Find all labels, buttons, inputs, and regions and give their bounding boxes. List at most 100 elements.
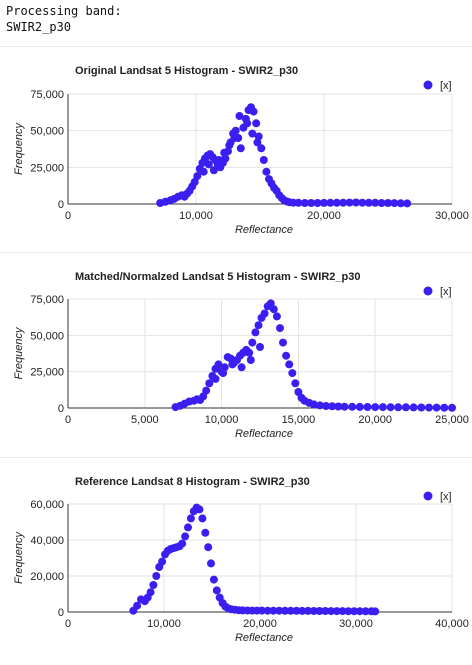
y-axis-label: Frequency [13,122,25,175]
divider [0,252,472,253]
chart-panel-original: Original Landsat 5 Histogram - SWIR2_p30… [0,48,472,254]
legend-label: [x] [440,491,452,503]
data-point [196,505,204,513]
data-point [255,321,263,329]
band-name: SWIR2_p30 [6,19,122,35]
data-point [210,576,218,584]
data-point [433,404,441,412]
y-tick-label: 40,000 [30,535,64,547]
data-point [261,310,269,318]
x-tick-label: 20,000 [307,210,341,222]
chart-panel-matched: Matched/Normalzed Landsat 5 Histogram - … [0,254,472,460]
data-point [228,360,236,368]
data-point [282,352,290,360]
data-point [248,130,256,138]
x-axis-label: Reflectance [235,224,293,236]
data-point [379,403,387,411]
data-point [178,540,186,548]
data-point [232,127,240,135]
data-point [225,141,233,149]
x-axis-label: Reflectance [235,632,293,644]
x-tick-label: 15,000 [282,414,316,426]
chart-title: Original Landsat 5 Histogram - SWIR2_p30 [75,65,298,77]
data-point [253,138,261,146]
x-axis-label: Reflectance [235,428,293,440]
y-tick-label: 0 [58,403,64,415]
y-tick-label: 25,000 [30,162,64,174]
data-point [402,403,410,411]
legend-marker [424,81,433,90]
data-point [210,166,218,174]
x-tick-label: 0 [65,618,71,630]
y-axis-label: Frequency [13,326,25,379]
data-point [273,312,281,320]
data-point [270,305,278,313]
data-point [288,369,296,377]
data-point [260,156,268,164]
data-point [207,559,215,567]
data-point [181,532,189,540]
data-point [291,379,299,387]
data-point [220,149,228,157]
legend: [x] [424,286,452,298]
y-tick-label: 60,000 [30,499,64,511]
divider [0,457,472,458]
data-point [201,529,209,537]
data-point [356,403,364,411]
chart-matched-histogram: Matched/Normalzed Landsat 5 Histogram - … [0,254,472,460]
data-point [200,168,208,176]
chart-title: Reference Landsat 8 Histogram - SWIR2_p3… [75,476,310,488]
data-point [202,387,210,395]
chart-reference-histogram: Reference Landsat 8 Histogram - SWIR2_p3… [0,459,472,665]
processing-header: Processing band: SWIR2_p30 [6,3,122,35]
legend-marker [424,287,433,296]
data-point [215,156,223,164]
data-point [198,514,206,522]
data-point [285,360,293,368]
x-tick-label: 30,000 [435,210,469,222]
data-point [149,581,157,589]
y-tick-label: 20,000 [30,571,64,583]
x-tick-label: 10,000 [179,210,213,222]
x-tick-label: 20,000 [358,414,392,426]
y-tick-label: 0 [58,199,64,211]
data-point [147,588,155,596]
x-tick-label: 0 [65,210,71,222]
x-tick-label: 10,000 [147,618,181,630]
data-point [252,119,260,127]
data-point [371,403,379,411]
chart-panel-reference: Reference Landsat 8 Histogram - SWIR2_p3… [0,459,472,665]
y-tick-label: 75,000 [30,89,64,101]
data-point [440,404,448,412]
data-point [250,108,258,116]
data-point [213,586,221,594]
data-point [448,404,456,412]
data-point [364,403,372,411]
data-point [247,356,255,364]
chart-title: Matched/Normalzed Landsat 5 Histogram - … [75,271,360,283]
data-point [238,363,246,371]
x-tick-label: 10,000 [205,414,239,426]
data-point [184,523,192,531]
data-point [262,168,270,176]
legend-label: [x] [440,286,452,298]
x-tick-label: 20,000 [243,618,277,630]
data-point [245,349,253,357]
y-tick-label: 50,000 [30,126,64,138]
data-point [394,403,402,411]
legend: [x] [424,80,452,92]
data-point [410,403,418,411]
data-point [243,119,251,127]
y-axis-label: Frequency [13,531,25,584]
y-tick-label: 50,000 [30,330,64,342]
data-point [425,404,433,412]
data-point [403,199,411,207]
data-point [276,324,284,332]
x-tick-label: 25,000 [435,414,469,426]
data-point [236,112,244,120]
data-point [371,607,379,615]
data-point [219,369,227,377]
y-tick-label: 75,000 [30,294,64,306]
data-point [348,403,356,411]
data-point [341,403,349,411]
